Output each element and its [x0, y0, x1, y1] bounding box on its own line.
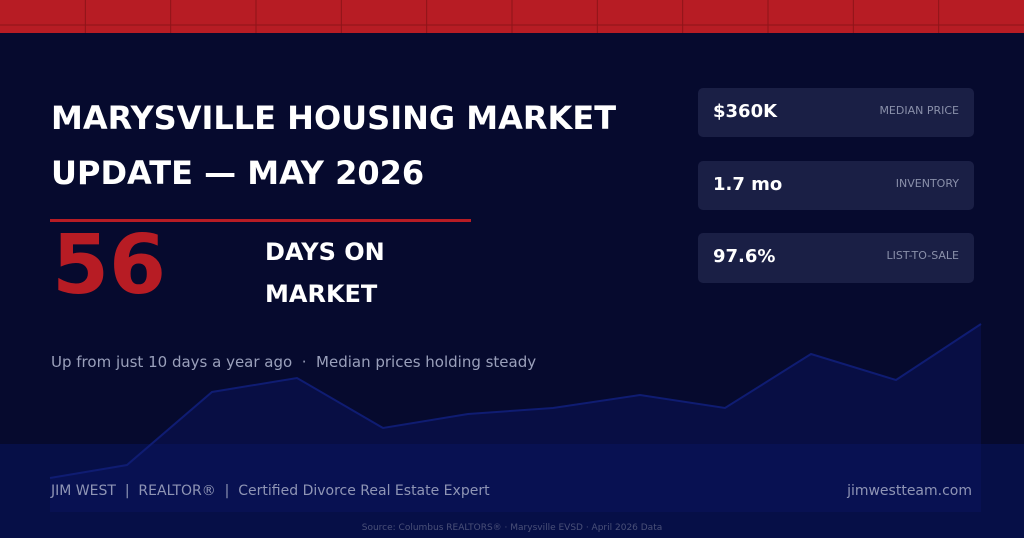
stat-cards: $360K MEDIAN PRICE 1.7 mo INVENTORY 97.6…	[698, 88, 974, 283]
top-band	[0, 0, 1024, 33]
stat-label: INVENTORY	[896, 177, 959, 190]
hero-number: 56	[52, 218, 166, 313]
footer-left: JIM WEST | REALTOR® | Certified Divorce …	[50, 483, 490, 499]
stat-value: 1.7 mo	[713, 174, 782, 195]
stat-card	[698, 88, 974, 137]
decor-chart	[49, 323, 982, 512]
decor-line	[49, 323, 982, 479]
title-underline	[50, 219, 471, 222]
stat-label: MEDIAN PRICE	[879, 104, 959, 117]
hero-label: MARKET	[265, 280, 378, 308]
subtitle: Up from just 10 days a year ago · Median…	[51, 353, 536, 371]
footer-band	[0, 444, 1024, 538]
stat-value: $360K	[713, 101, 778, 122]
hero-label: DAYS ON	[265, 238, 385, 266]
stat-card	[698, 233, 974, 283]
stat-label: LIST-TO-SALE	[887, 249, 960, 262]
title-line: UPDATE — MAY 2026	[51, 154, 424, 192]
stat-value: 97.6%	[713, 246, 775, 267]
source-note: Source: Columbus REALTORS® · Marysville …	[362, 523, 663, 533]
title-line: MARYSVILLE HOUSING MARKET	[51, 99, 616, 137]
stat-card	[698, 161, 974, 210]
decor-area	[50, 324, 981, 512]
footer-right: jimwestteam.com	[846, 483, 972, 499]
band-dividers	[84, 0, 940, 33]
